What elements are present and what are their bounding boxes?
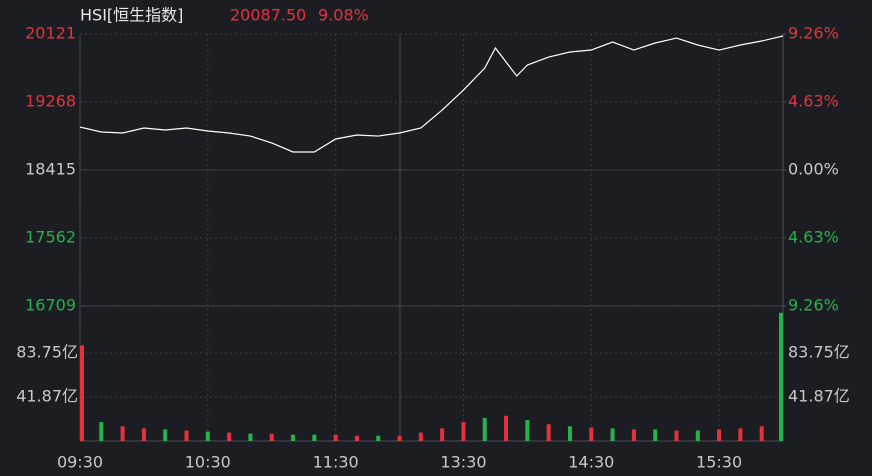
volume-bar xyxy=(631,429,636,441)
volume-bar xyxy=(653,429,658,441)
x-tick-label: 10:30 xyxy=(185,453,231,472)
y-tick-label: 20121 xyxy=(25,24,76,43)
y-tick-label: 19268 xyxy=(25,92,76,111)
y2-tick-label: 4.63% xyxy=(788,92,839,111)
volume-bar xyxy=(376,435,381,441)
volume-bar xyxy=(695,430,700,441)
y2-tick-label: 4.63% xyxy=(788,228,839,247)
volume-bar xyxy=(482,417,487,441)
volume-bar xyxy=(163,429,168,441)
chart-title: HSI[恒生指数] xyxy=(80,6,183,25)
volume-bar xyxy=(312,434,317,441)
x-tick-label: 11:30 xyxy=(313,453,359,472)
volume-bar xyxy=(759,426,764,441)
volume-bar xyxy=(567,426,572,441)
x-tick-label: 09:30 xyxy=(57,453,103,472)
volume-tick-label: 83.75亿 xyxy=(16,343,78,362)
volume-bar xyxy=(99,422,104,441)
volume-bar xyxy=(717,429,722,441)
x-tick-label: 15:30 xyxy=(696,453,742,472)
volume-tick-label: 41.87亿 xyxy=(16,387,78,406)
x-tick-label: 13:30 xyxy=(440,453,486,472)
y2-tick-label: 9.26% xyxy=(788,24,839,43)
y2-tick-label: 0.00% xyxy=(788,160,839,179)
header-change: 9.08% xyxy=(318,6,369,25)
volume-bar xyxy=(525,419,530,441)
volume-bar xyxy=(504,415,509,441)
volume-bar xyxy=(333,434,338,441)
price-line xyxy=(79,35,784,153)
volume-bar xyxy=(184,430,189,441)
volume-bar xyxy=(610,428,615,441)
volume-bar xyxy=(205,431,210,441)
volume-bar xyxy=(546,424,551,441)
y-tick-label: 16709 xyxy=(25,296,76,315)
header-price: 20087.50 xyxy=(230,6,306,25)
volume-bar xyxy=(227,432,232,441)
volume-bar xyxy=(397,435,402,441)
volume-bar xyxy=(674,430,679,441)
volume-bar xyxy=(461,422,466,441)
volume-bar xyxy=(120,426,125,441)
volume-bar xyxy=(589,427,594,441)
volume-bar xyxy=(80,345,84,441)
volume-bar xyxy=(779,312,783,441)
volume-bar xyxy=(141,428,146,441)
volume-bar xyxy=(440,428,445,441)
volume-bar xyxy=(248,433,253,441)
y2-tick-label: 9.26% xyxy=(788,296,839,315)
volume-bar xyxy=(418,432,423,441)
y-tick-label: 17562 xyxy=(25,228,76,247)
volume-bar xyxy=(291,434,296,441)
volume-bar xyxy=(269,433,274,441)
volume-bar xyxy=(738,428,743,441)
volume-tick-label-right: 41.87亿 xyxy=(788,387,850,406)
y-tick-label: 18415 xyxy=(25,160,76,179)
volume-tick-label-right: 83.75亿 xyxy=(788,343,850,362)
x-tick-label: 14:30 xyxy=(568,453,614,472)
volume-bar xyxy=(354,435,359,441)
